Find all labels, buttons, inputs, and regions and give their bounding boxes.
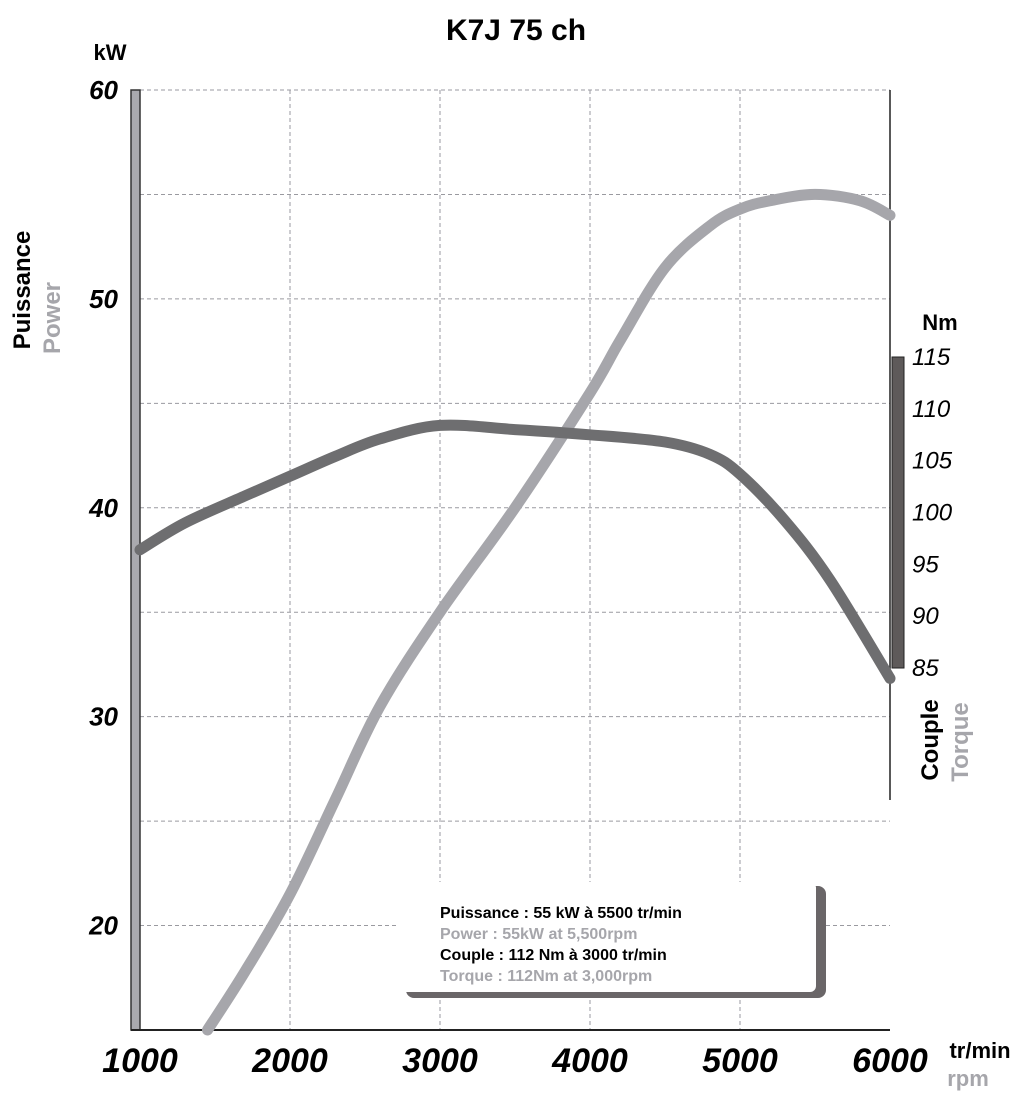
right-axis-label-fr: Couple	[917, 699, 944, 780]
y-right-tick-label: 95	[912, 551, 939, 578]
tick-labels: 20 30 40 50 60 85 90 95 100 105 110 115 1000 2000 3000…	[88, 75, 953, 1080]
power-curve	[202, 188, 896, 1036]
y-left-tick-label: 40	[88, 493, 118, 523]
x-tick-label: 4000	[551, 1042, 628, 1080]
y-right-tick-label: 85	[912, 655, 939, 682]
y-left-tick-label: 30	[89, 702, 118, 732]
left-axis-label-fr: Puissance	[9, 231, 36, 350]
legend: Puissance : 55 kW à 5500 tr/min Power : 5…	[398, 882, 826, 998]
torque-curve	[134, 419, 896, 684]
x-axis-unit-en: rpm	[947, 1066, 989, 1091]
x-tick-label: 5000	[702, 1042, 778, 1080]
y-right-tick-label: 105	[912, 448, 953, 475]
y-right-tick-label: 90	[912, 603, 939, 630]
right-axis-unit: Nm	[922, 310, 957, 335]
legend-box	[398, 882, 816, 992]
series	[134, 188, 896, 1036]
legend-line: Power : 55kW at 5,500rpm	[440, 926, 637, 943]
y-right-tick-label: 100	[912, 500, 953, 527]
chart-title: K7J 75 ch	[446, 14, 586, 47]
legend-line: Couple : 112 Nm à 3000 tr/min	[440, 947, 667, 964]
x-tick-label: 1000	[102, 1042, 178, 1080]
left-axis-label-en: Power	[39, 282, 66, 354]
y-left-tick-label: 20	[88, 911, 118, 941]
y-left-tick-label: 60	[89, 75, 118, 105]
legend-line: Torque : 112Nm at 3,000rpm	[440, 968, 652, 985]
legend-line: Puissance : 55 kW à 5500 tr/min	[440, 905, 682, 922]
x-axis-unit-fr: tr/min	[949, 1038, 1010, 1063]
left-axis-unit: kW	[94, 40, 127, 65]
y-right-tick-label: 110	[912, 396, 951, 423]
x-tick-label: 6000	[852, 1042, 928, 1080]
y-left-tick-label: 50	[89, 284, 118, 314]
torque-axis-bar	[891, 356, 905, 669]
left-axis-bar	[130, 89, 141, 1031]
x-tick-label: 3000	[402, 1042, 478, 1080]
right-axis-label-en: Torque	[947, 702, 974, 782]
y-right-tick-label: 115	[912, 344, 951, 371]
x-tick-label: 2000	[251, 1042, 328, 1080]
